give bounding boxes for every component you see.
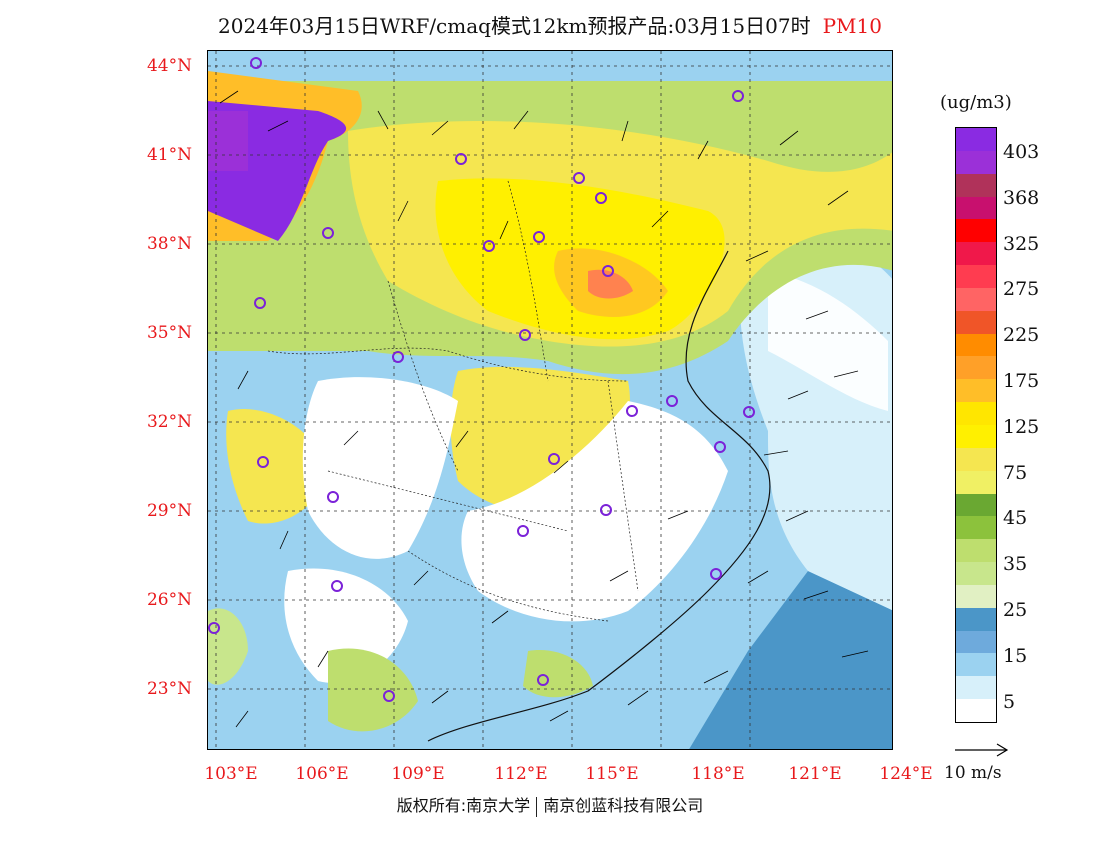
- lat-label: 26°N: [146, 590, 192, 610]
- legend-label: 35: [1003, 553, 1028, 576]
- lat-label: 38°N: [146, 234, 192, 254]
- legend-swatch: [956, 219, 996, 243]
- copyright-right: 南京创蓝科技有限公司: [543, 796, 704, 815]
- wind-reference-arrow: [955, 743, 1009, 757]
- lat-label: 41°N: [146, 145, 192, 165]
- legend-label: 45: [1003, 507, 1028, 530]
- legend-swatch: [956, 493, 996, 517]
- legend-label: 15: [1003, 644, 1028, 667]
- legend-label: 175: [1003, 370, 1040, 392]
- copyright-separator: [536, 796, 538, 817]
- legend-swatch: [956, 539, 996, 563]
- legend-swatch: [956, 150, 996, 175]
- legend-swatch: [956, 310, 996, 335]
- lat-label: 23°N: [146, 679, 192, 699]
- pm10-map: [208, 51, 892, 749]
- lon-label: 124°E: [879, 764, 933, 784]
- map-area: [207, 50, 893, 750]
- legend-swatch: [956, 630, 996, 654]
- color-legend: [955, 127, 997, 723]
- legend-label: 125: [1003, 415, 1040, 438]
- legend-swatch: [956, 196, 996, 220]
- lon-label: 115°E: [585, 764, 639, 784]
- legend-swatch: [956, 676, 996, 700]
- legend-swatch: [956, 402, 996, 426]
- title-main: 2024年03月15日WRF/cmaq模式12km预报产品:03月15日07时: [218, 14, 811, 38]
- lat-label: 44°N: [146, 56, 192, 76]
- copyright-left: 版权所有:南京大学: [396, 796, 531, 815]
- legend-label: 368: [1003, 186, 1040, 209]
- legend-swatch: [956, 699, 996, 723]
- legend-swatch: [956, 447, 996, 472]
- legend-swatch: [956, 265, 996, 289]
- lon-label: 121°E: [788, 764, 842, 784]
- lon-label: 118°E: [691, 764, 745, 784]
- legend-swatch: [956, 356, 996, 380]
- legend-label: 75: [1003, 461, 1028, 484]
- lon-label: 112°E: [494, 764, 548, 784]
- legend-swatch: [956, 379, 996, 403]
- legend-swatch: [956, 173, 996, 198]
- legend-swatch: [956, 607, 996, 632]
- title-pollutant: PM10: [822, 14, 882, 38]
- legend-swatch: [956, 242, 996, 266]
- legend-swatch: [956, 425, 996, 449]
- copyright: 版权所有:南京大学 南京创蓝科技有限公司: [0, 792, 1100, 817]
- lon-label: 109°E: [391, 764, 445, 784]
- legend-swatch: [956, 333, 996, 357]
- lat-label: 35°N: [146, 323, 192, 343]
- legend-label: 275: [1003, 278, 1040, 301]
- legend-label: 403: [1003, 141, 1040, 163]
- legend-swatch: [956, 584, 996, 609]
- legend-swatch: [956, 516, 996, 540]
- lat-label: 29°N: [146, 501, 192, 521]
- legend-swatch: [956, 653, 996, 677]
- legend-swatch: [956, 287, 996, 312]
- legend-unit: (ug/m3): [940, 92, 1012, 113]
- wind-reference-label: 10 m/s: [944, 763, 1002, 783]
- legend-swatch: [956, 562, 996, 586]
- lon-label: 103°E: [204, 764, 258, 784]
- legend-label: 325: [1003, 232, 1040, 255]
- legend-label: 225: [1003, 324, 1040, 347]
- lat-label: 32°N: [146, 412, 192, 432]
- legend-label: 5: [1003, 690, 1016, 713]
- legend-label: 25: [1003, 599, 1028, 621]
- map-title: 2024年03月15日WRF/cmaq模式12km预报产品:03月15日07时 P…: [0, 10, 1100, 39]
- lon-label: 106°E: [295, 764, 349, 784]
- legend-swatch: [956, 470, 996, 495]
- legend-swatch: [956, 128, 996, 152]
